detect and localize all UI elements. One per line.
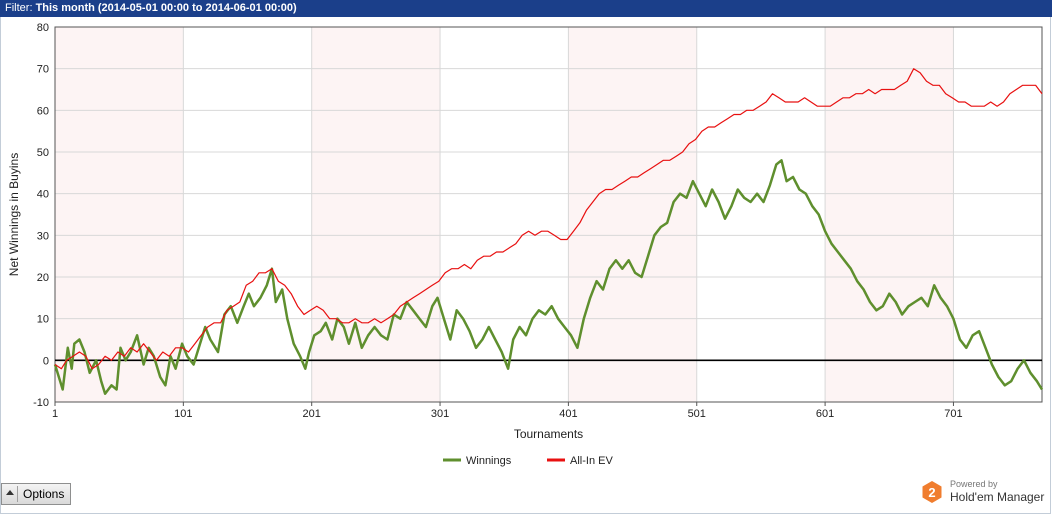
shaded-band bbox=[55, 27, 184, 402]
winnings-chart: -10 0 10 20 30 40 50 60 70 80 1 101 201 301 401 501 601 7… bbox=[7, 22, 1044, 467]
y-tick-label: 20 bbox=[37, 272, 49, 284]
y-tick-label: 70 bbox=[37, 64, 49, 76]
brand-badge: 2 bbox=[928, 485, 935, 500]
legend-label: Winnings bbox=[466, 455, 512, 467]
plot-border bbox=[54, 26, 1043, 403]
y-tick-label: 0 bbox=[43, 355, 49, 367]
y-tick-label: 60 bbox=[37, 105, 49, 117]
x-tick-label: 701 bbox=[944, 408, 962, 420]
y-tick-label: 80 bbox=[37, 22, 49, 34]
y-tick-label: 30 bbox=[37, 230, 49, 242]
x-tick-label: 601 bbox=[816, 408, 834, 420]
shaded-band bbox=[311, 27, 441, 402]
options-button[interactable]: Options bbox=[1, 483, 71, 505]
button-separator bbox=[17, 486, 18, 502]
filter-bar: Filter: This month (2014-05-01 00:00 to … bbox=[0, 0, 1052, 17]
brand-logo: 2 Powered by Hold'em Manager bbox=[921, 478, 1051, 508]
shaded-band bbox=[825, 27, 954, 402]
hexagon-logo-icon: 2 bbox=[922, 481, 942, 503]
chart-panel bbox=[0, 17, 1051, 514]
options-label: Options bbox=[23, 487, 65, 501]
filter-label: Filter: bbox=[5, 2, 33, 14]
x-axis-label: Tournaments bbox=[514, 427, 583, 441]
x-tick-label: 401 bbox=[559, 408, 577, 420]
x-tick-label: 201 bbox=[303, 408, 321, 420]
brand-name: Hold'em Manager bbox=[950, 490, 1045, 504]
expand-up-icon bbox=[6, 490, 14, 495]
y-tick-label: 50 bbox=[37, 147, 49, 159]
x-tick-label: 501 bbox=[688, 408, 706, 420]
y-axis-label: Net Winnings in Buyins bbox=[7, 153, 21, 276]
y-tick-label: -10 bbox=[33, 397, 49, 409]
legend-label: All-In EV bbox=[570, 455, 613, 467]
y-tick-label: 10 bbox=[37, 314, 49, 326]
x-tick-label: 301 bbox=[431, 408, 449, 420]
x-tick-label: 1 bbox=[52, 408, 58, 420]
y-tick-label: 40 bbox=[37, 189, 49, 201]
shaded-band bbox=[568, 27, 697, 402]
filter-value: This month (2014-05-01 00:00 to 2014-06-… bbox=[35, 2, 297, 14]
powered-by-text: Powered by bbox=[950, 479, 998, 489]
x-tick-label: 101 bbox=[174, 408, 192, 420]
allin-ev-line bbox=[54, 68, 1043, 370]
winnings-line bbox=[53, 159, 1044, 395]
